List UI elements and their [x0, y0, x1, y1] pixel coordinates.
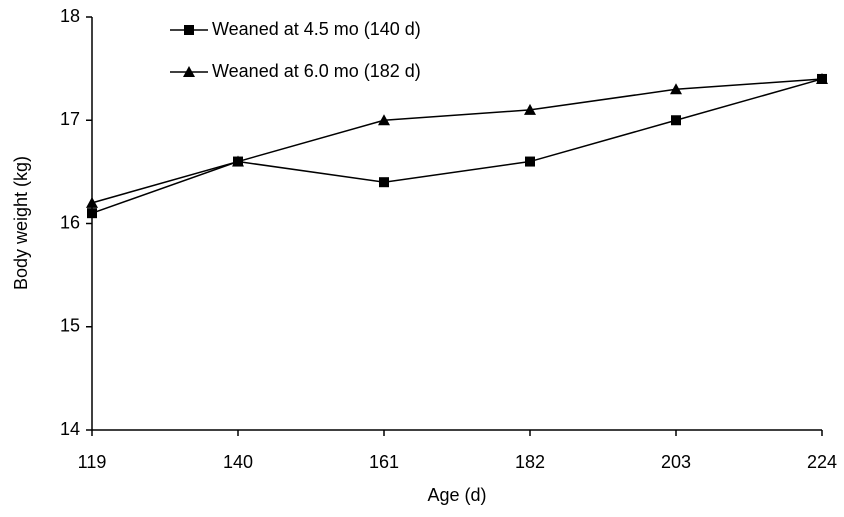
- x-tick-label: 182: [515, 452, 545, 472]
- x-tick-label: 224: [807, 452, 837, 472]
- series-line: [91, 78, 823, 204]
- x-axis-label: Age (d): [427, 485, 486, 505]
- marker-square: [671, 115, 681, 126]
- marker-square: [525, 156, 535, 167]
- x-tick-label: 161: [369, 452, 399, 472]
- marker-square: [184, 25, 194, 35]
- marker-triangle: [86, 196, 98, 208]
- x-tick-label: 119: [78, 452, 107, 472]
- marker-triangle: [378, 114, 390, 126]
- y-tick-label: 17: [60, 109, 80, 129]
- marker-triangle: [183, 66, 195, 77]
- y-axis-label: Body weight (kg): [11, 156, 31, 290]
- marker-triangle: [524, 103, 536, 115]
- marker-square: [87, 208, 97, 219]
- marker-triangle: [232, 155, 244, 167]
- marker-square: [379, 177, 389, 188]
- marker-triangle: [816, 72, 828, 84]
- x-tick-label: 203: [661, 452, 691, 472]
- y-tick-label: 16: [60, 212, 80, 232]
- x-tick-label: 140: [223, 452, 253, 472]
- series-line: [91, 78, 823, 214]
- y-tick-label: 18: [60, 6, 80, 26]
- y-tick-label: 15: [60, 316, 80, 336]
- y-tick-label: 14: [60, 419, 80, 439]
- legend-label: Weaned at 4.5 mo (140 d): [212, 19, 421, 39]
- legend-label: Weaned at 6.0 mo (182 d): [212, 61, 421, 81]
- marker-triangle: [670, 83, 682, 95]
